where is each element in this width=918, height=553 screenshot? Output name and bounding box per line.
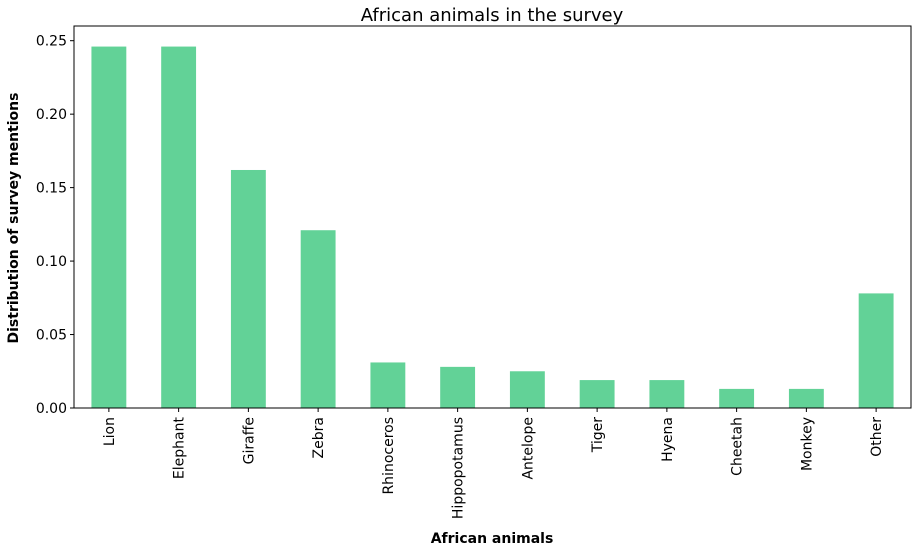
y-tick-label: 0.00: [36, 401, 67, 417]
x-tick-label: Hyena: [660, 417, 676, 462]
x-tick-label: Elephant: [172, 417, 188, 480]
bar-other: [858, 293, 894, 408]
bar-lion: [91, 46, 127, 409]
x-tick-label: Zebra: [311, 417, 327, 458]
y-tick-label: 0.15: [36, 181, 67, 197]
y-axis: 0.00 0.05 0.10 0.15 0.20 0.25: [36, 34, 74, 417]
bar-zebra: [300, 230, 336, 408]
x-tick-label: Lion: [102, 417, 118, 446]
chart-title: African animals in the survey: [361, 5, 624, 26]
y-tick-label: 0.20: [36, 107, 67, 123]
bar-cheetah: [719, 388, 755, 408]
x-axis-label: African animals: [431, 531, 554, 547]
bar-rhinoceros: [370, 362, 406, 408]
bar-antelope: [509, 371, 545, 408]
bar-hippopotamus: [440, 366, 476, 408]
x-tick-label: Hippopotamus: [451, 417, 467, 519]
y-tick-label: 0.05: [36, 328, 67, 344]
x-tick-label: Antelope: [520, 417, 536, 480]
bar-tiger: [579, 380, 615, 408]
x-tick-label: Monkey: [799, 417, 815, 471]
bar-elephant: [161, 46, 197, 409]
y-axis-label: Distribution of survey mentions: [6, 93, 22, 344]
bar-monkey: [788, 388, 824, 408]
y-tick-label: 0.25: [36, 34, 67, 50]
x-tick-label: Cheetah: [730, 417, 746, 476]
bar-hyena: [649, 380, 685, 408]
x-tick-label: Giraffe: [241, 417, 257, 464]
y-tick-label: 0.10: [36, 254, 67, 270]
x-tick-label: Tiger: [590, 417, 606, 454]
plot-frame: [73, 25, 912, 409]
x-axis: Lion Elephant Giraffe Zebra Rhinoceros Hippop…: [102, 408, 885, 519]
bar-giraffe: [230, 169, 266, 408]
x-tick-label: Other: [869, 417, 885, 457]
bars-group: [91, 46, 894, 409]
x-tick-label: Rhinoceros: [381, 417, 397, 495]
